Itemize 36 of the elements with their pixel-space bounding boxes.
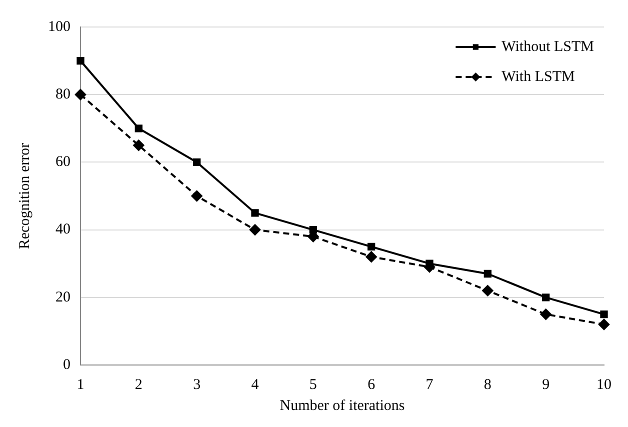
point [134,124,142,132]
x-tick-label: 3 [193,376,201,393]
x-tick-label: 10 [596,376,612,393]
y-tick-label: 20 [56,289,70,306]
y-axis-title: Recognition error [16,142,33,250]
y-tick-label: 100 [48,18,70,35]
point [540,308,552,320]
x-tick-label: 6 [368,376,376,393]
legend-label: Without LSTM [502,38,594,55]
point [250,224,260,236]
x-tick-label: 4 [251,376,260,393]
point [542,294,550,302]
point [482,285,494,296]
x-tick-label: 9 [542,376,550,393]
point [484,270,492,278]
x-axis-title: Number of iterations [280,398,405,414]
x-tick-label: 2 [134,376,142,393]
y-tick-label: 40 [56,222,70,238]
x-tick-label: 5 [309,376,317,393]
point [251,209,259,217]
point [75,89,86,100]
point [598,318,610,330]
y-tick-label: 0 [63,356,70,373]
point [368,242,376,251]
point [193,158,201,166]
point [133,140,144,151]
point [191,190,202,202]
y-tick-label: 60 [56,154,70,170]
legend-label: With LSTM [502,68,575,85]
y-tick-label: 80 [56,86,70,103]
x-tick-label: 1 [76,376,84,393]
x-tick-label: 8 [484,376,492,393]
point [76,56,84,65]
point [600,310,608,318]
x-tick-label: 7 [426,376,434,393]
point [366,251,377,262]
